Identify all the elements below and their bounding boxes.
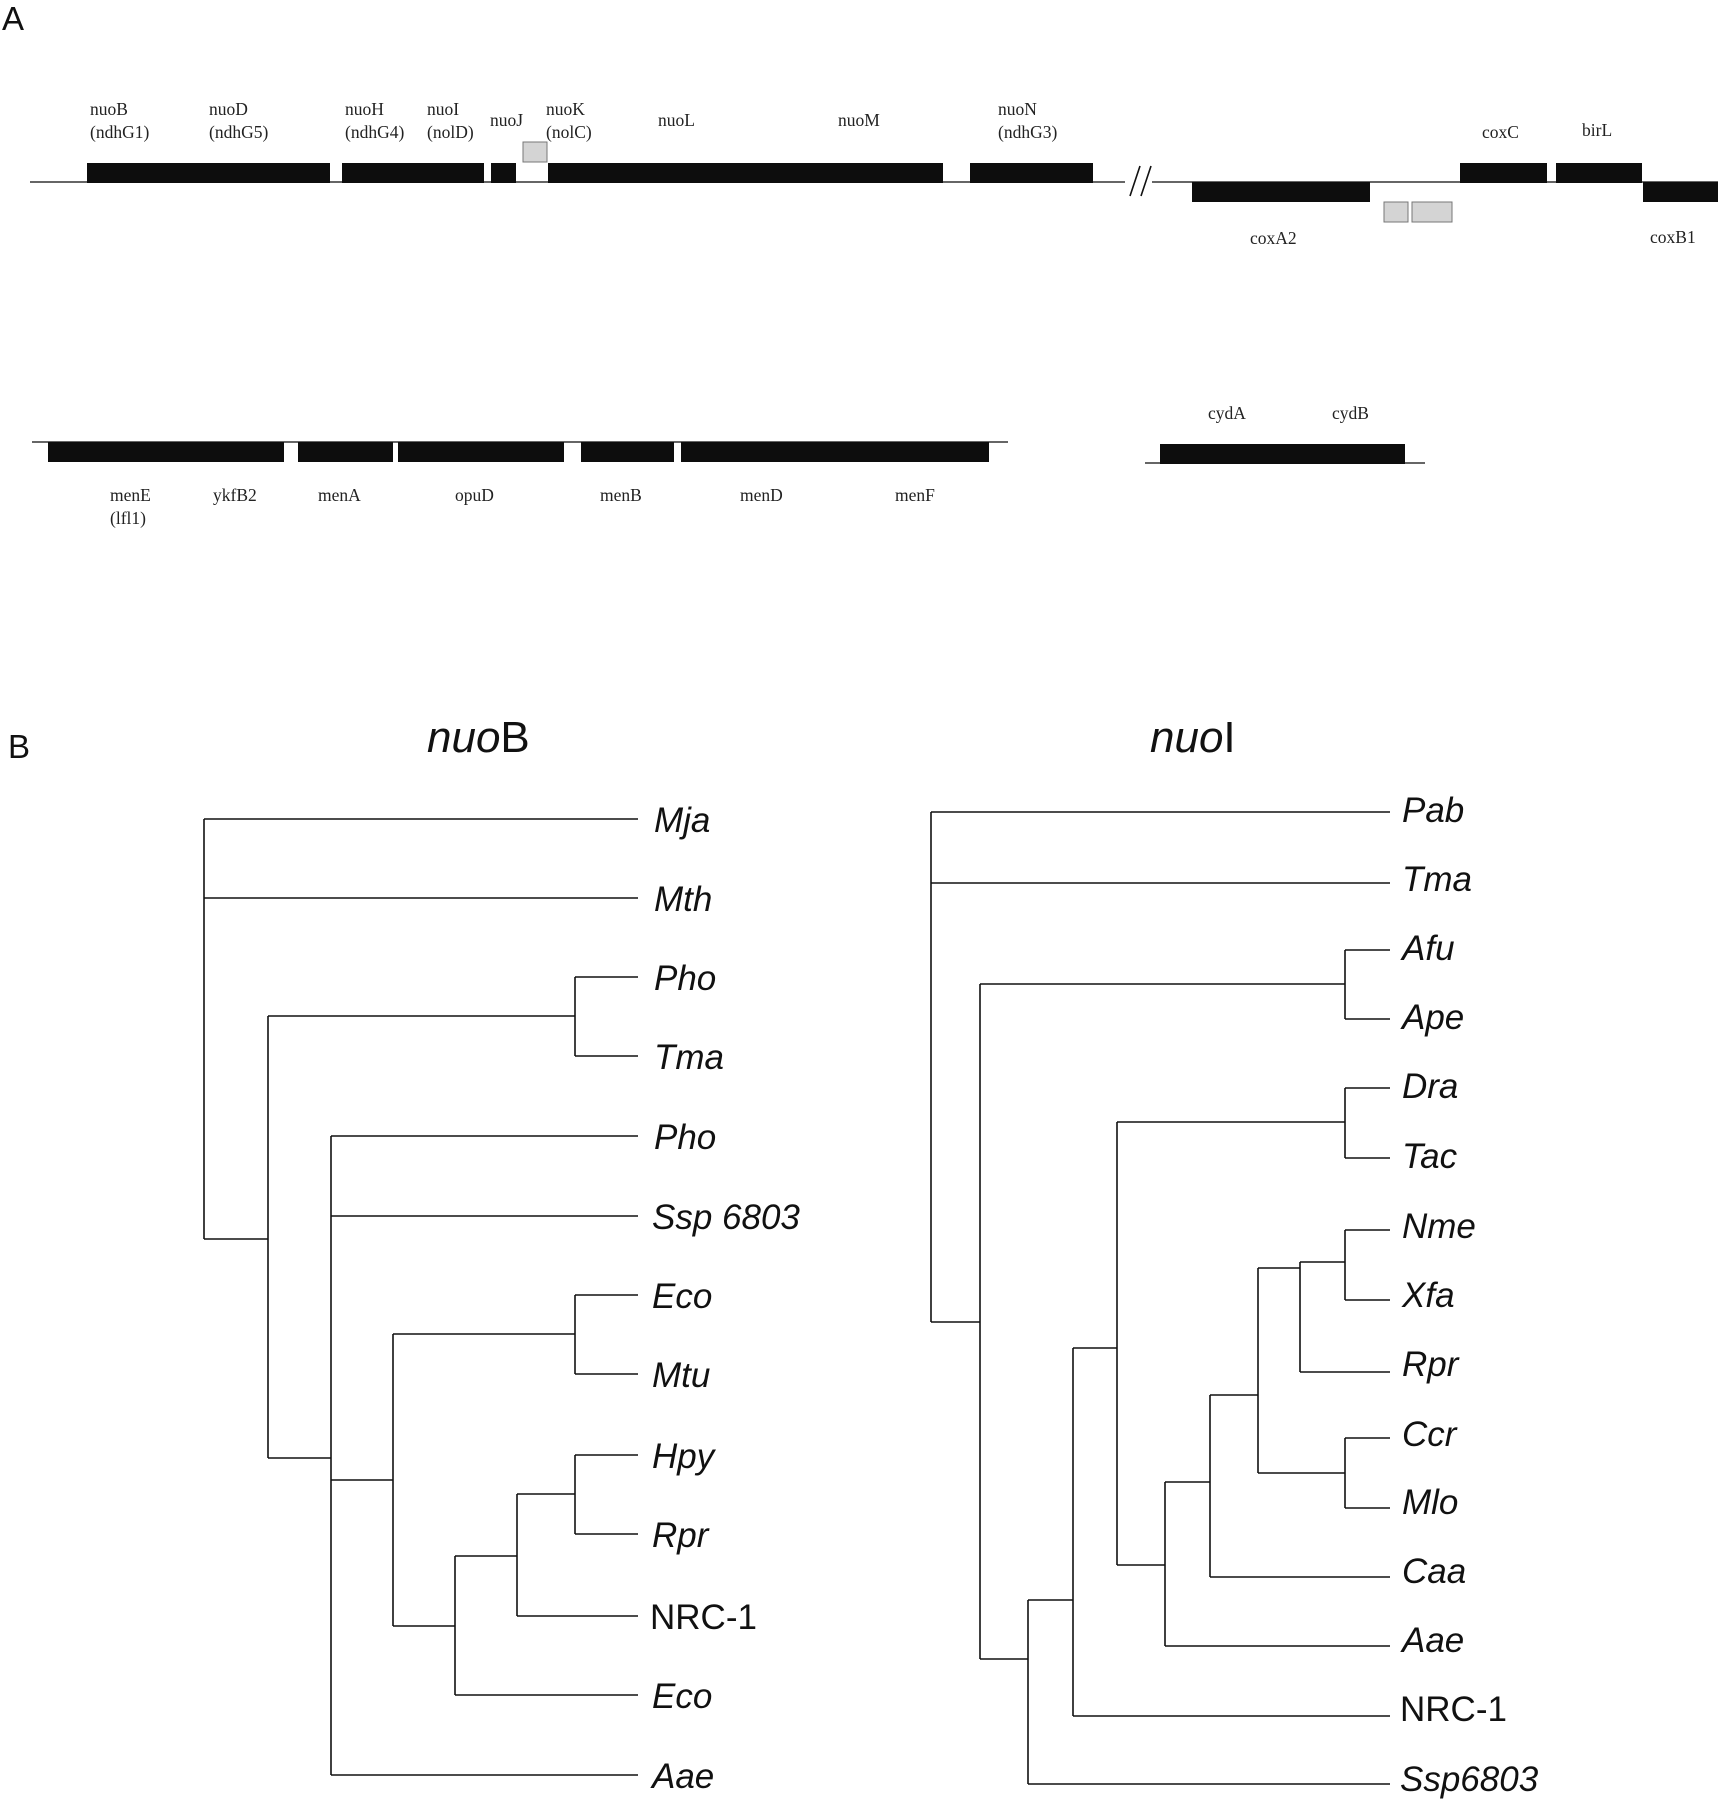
gene-label-nuoM: nuoM <box>838 110 880 130</box>
panel-b-letter: B <box>8 728 30 765</box>
tree-title-nuoB: nuoB <box>427 713 530 762</box>
tree-title-nuoB-plain: B <box>500 713 529 762</box>
taxon-label: Eco <box>652 1677 712 1716</box>
gene-bar-menA <box>298 442 393 462</box>
taxon-label: Ccr <box>1402 1415 1458 1454</box>
break-slash-2 <box>1140 165 1152 197</box>
gene-label-opuD: opuD <box>455 485 494 505</box>
gene-alias-nuoK: (nolC) <box>546 122 592 142</box>
taxon-label: Tac <box>1402 1137 1458 1176</box>
gene-alias-menE: (lfl1) <box>110 508 146 528</box>
taxon-label: Hpy <box>652 1437 717 1476</box>
taxon-label: Pho <box>654 1118 716 1157</box>
gene-bar-coxA2 <box>1192 182 1370 202</box>
gene-label-nuoN: nuoN <box>998 99 1037 119</box>
cox-cluster-map: coxC birL coxA2 coxB1 <box>1152 120 1718 248</box>
taxon-label: NRC-1 <box>1400 1690 1507 1729</box>
gene-bar-cydA-cydB <box>1160 444 1405 464</box>
gene-bar-nuoI <box>491 163 516 183</box>
panel-b: B nuoB <box>8 713 1539 1799</box>
cyd-cluster-map: cydA cydB <box>1145 403 1425 464</box>
gene-label-nuoH: nuoH <box>345 99 384 119</box>
gene-bar-nuoN <box>970 163 1093 183</box>
gene-bar-menE-ykfB2 <box>48 442 284 462</box>
gene-label-nuoI: nuoI <box>427 99 459 119</box>
taxon-label: Mja <box>654 801 710 840</box>
taxon-label: Pho <box>654 959 716 998</box>
gene-label-nuoL: nuoL <box>658 110 695 130</box>
gene-alias-nuoN: (ndhG3) <box>998 122 1057 142</box>
gene-label-nuoK: nuoK <box>546 99 585 119</box>
panel-a-letter: A <box>2 0 24 37</box>
men-cluster-map: menE (lfl1) ykfB2 menA opuD menB menD me… <box>32 441 1008 528</box>
gene-bar-coxB1 <box>1643 182 1718 202</box>
gene-alias-nuoB: (ndhG1) <box>90 122 149 142</box>
gene-bar-nuoK-nuoM <box>548 163 943 183</box>
nuoJ-small-box <box>522 141 548 163</box>
gene-label-nuoB: nuoB <box>90 99 128 119</box>
taxon-label: Aae <box>1400 1621 1464 1660</box>
tree-title-nuoI: nuoI <box>1150 713 1236 762</box>
taxon-label: Tma <box>654 1038 724 1077</box>
tree-nuoB-taxa: Mja Mth Pho Tma Pho Ssp 6803 Eco Mtu Hpy… <box>650 801 800 1796</box>
tree-nuoB-branches <box>203 818 638 1776</box>
gene-label-nuoD: nuoD <box>209 99 248 119</box>
taxon-label: Caa <box>1402 1552 1466 1591</box>
gene-bar-coxC <box>1460 163 1547 183</box>
taxon-label: Aae <box>650 1757 714 1796</box>
taxon-label: Rpr <box>652 1516 710 1555</box>
gene-label-cydB: cydB <box>1332 403 1369 423</box>
gene-label-menB: menB <box>600 485 642 505</box>
taxon-label: Ape <box>1400 998 1464 1037</box>
break-slash-1 <box>1129 165 1141 197</box>
gene-label-coxB1: coxB1 <box>1650 227 1696 247</box>
tree-nuoB: nuoB <box>203 713 800 1796</box>
gene-alias-nuoD: (ndhG5) <box>209 122 268 142</box>
gene-label-menF: menF <box>895 485 935 505</box>
gene-bar-menB <box>581 442 674 462</box>
taxon-label: Ssp6803 <box>1400 1760 1539 1799</box>
taxon-label: Nme <box>1402 1207 1476 1246</box>
taxon-label: Mtu <box>652 1356 710 1395</box>
taxon-label: NRC-1 <box>650 1598 757 1637</box>
tree-nuoI-branches <box>930 811 1390 1785</box>
gene-label-cydA: cydA <box>1208 403 1246 423</box>
tree-nuoI: nuoI <box>930 713 1539 1799</box>
tree-title-nuoI-italic: nuo <box>1150 713 1223 762</box>
gene-label-nuoJ: nuoJ <box>490 110 523 130</box>
cox-small-box-2 <box>1411 201 1453 223</box>
taxon-label: Afu <box>1400 929 1455 968</box>
panel-a: A nuoB (ndhG1) nuoD (ndhG5) nuoH (ndhG4)… <box>2 0 1718 528</box>
tree-title-nuoI-plain: I <box>1223 713 1235 762</box>
taxon-label: Pab <box>1402 791 1464 830</box>
gene-bar-nuoB-nuoD <box>87 163 330 183</box>
gene-label-coxC: coxC <box>1482 122 1519 142</box>
gene-label-coxA2: coxA2 <box>1250 228 1297 248</box>
taxon-label: Mlo <box>1402 1483 1458 1522</box>
taxon-label: Eco <box>652 1277 712 1316</box>
taxon-label: Ssp 6803 <box>652 1198 800 1237</box>
taxon-label: Mth <box>654 880 712 919</box>
gene-label-menE: menE <box>110 485 151 505</box>
taxon-label: Dra <box>1402 1067 1458 1106</box>
tree-title-nuoB-italic: nuo <box>427 713 500 762</box>
gene-label-birL: birL <box>1582 120 1612 140</box>
break-symbol <box>1129 165 1152 197</box>
nuo-operon-map: nuoB (ndhG1) nuoD (ndhG5) nuoH (ndhG4) n… <box>30 99 1125 183</box>
gene-alias-nuoI: (nolD) <box>427 122 474 142</box>
gene-label-ykfB2: ykfB2 <box>213 485 257 505</box>
tree-nuoI-taxa: Pab Tma Afu Ape Dra Tac Nme Xfa Rpr Ccr … <box>1400 791 1539 1799</box>
taxon-label: Rpr <box>1402 1345 1460 1384</box>
gene-bar-menD-menF <box>681 442 989 462</box>
gene-bar-nuoH <box>342 163 484 183</box>
taxon-label: Tma <box>1402 860 1472 899</box>
gene-bar-opuD <box>398 442 564 462</box>
gene-alias-nuoH: (ndhG4) <box>345 122 404 142</box>
gene-label-menD: menD <box>740 485 783 505</box>
cox-small-box-1 <box>1383 201 1409 223</box>
gene-bar-birL <box>1556 163 1642 183</box>
taxon-label: Xfa <box>1401 1276 1455 1315</box>
gene-label-menA: menA <box>318 485 361 505</box>
